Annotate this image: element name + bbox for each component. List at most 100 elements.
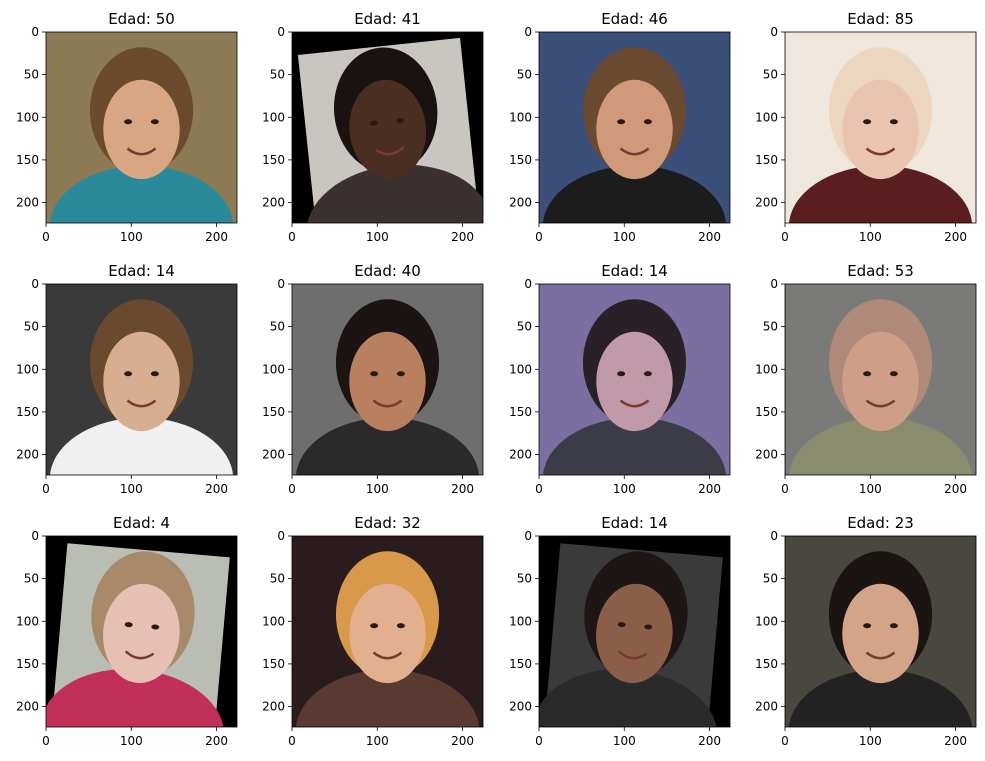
mouth — [619, 147, 650, 156]
x-tick-label: 100 — [120, 734, 143, 748]
face-photo — [785, 32, 976, 223]
axes-frame — [538, 535, 731, 728]
y-tick-label: 150 — [262, 405, 285, 419]
x-tick-label: 100 — [366, 482, 389, 496]
x-tick-label: 200 — [451, 482, 474, 496]
y-tick-label: 200 — [262, 448, 285, 462]
subplot-title: Edad: 41 — [354, 10, 421, 28]
right-eye — [151, 624, 160, 630]
subplot-6: Edad: 40 0 100 200 0 50 100 150 200 — [262, 262, 484, 496]
face — [349, 79, 427, 179]
shirt — [789, 165, 972, 223]
mouth — [865, 651, 896, 660]
y-tick-label: 0 — [770, 529, 778, 543]
left-eye — [617, 371, 626, 377]
photo-content — [539, 284, 730, 475]
face-photo — [539, 536, 730, 727]
photo-content — [46, 32, 237, 223]
shirt — [543, 165, 726, 223]
y-tick-label: 0 — [770, 25, 778, 39]
mouth — [124, 650, 155, 660]
face-photo — [292, 32, 483, 223]
y-tick-label: 200 — [509, 196, 532, 210]
face — [349, 583, 426, 684]
shirt — [50, 165, 233, 223]
face — [103, 583, 180, 683]
left-eye — [124, 119, 133, 125]
face — [103, 331, 180, 432]
photo-content — [292, 284, 483, 475]
subplot-title: Edad: 23 — [847, 514, 914, 532]
mouth — [617, 650, 648, 660]
y-tick-label: 50 — [763, 68, 778, 82]
x-tick-label: 0 — [781, 230, 789, 244]
x-tick-label: 200 — [451, 734, 474, 748]
axes-frame — [291, 31, 484, 224]
shirt — [789, 417, 972, 475]
subplot-10: Edad: 32 0 100 200 0 50 100 150 200 — [262, 514, 484, 748]
subplot-title: Edad: 32 — [354, 514, 421, 532]
subplot-7: Edad: 14 0 100 200 0 50 100 150 200 — [509, 262, 731, 496]
mouth — [865, 147, 896, 156]
right-eye — [150, 371, 159, 377]
subplot-11: Edad: 14 0 100 200 0 50 100 150 200 — [509, 514, 731, 748]
y-tick-label: 200 — [755, 700, 778, 714]
x-tick-label: 0 — [42, 734, 50, 748]
y-tick-label: 50 — [763, 572, 778, 586]
y-tick-label: 50 — [24, 572, 39, 586]
y-tick-label: 0 — [524, 277, 532, 291]
subplot-title: Edad: 4 — [113, 514, 170, 532]
y-tick-label: 200 — [16, 448, 39, 462]
x-tick-label: 0 — [288, 482, 296, 496]
y-tick-label: 150 — [509, 657, 532, 671]
face — [842, 331, 919, 432]
face-photo — [785, 284, 976, 475]
face-photo — [46, 284, 237, 475]
y-tick-label: 150 — [755, 153, 778, 167]
y-tick-label: 50 — [270, 68, 285, 82]
y-tick-label: 0 — [770, 277, 778, 291]
axes-frame — [291, 535, 484, 728]
face-photo — [46, 536, 237, 727]
y-tick-label: 150 — [16, 657, 39, 671]
x-tick-label: 200 — [205, 230, 228, 244]
right-eye — [643, 371, 652, 377]
x-tick-label: 200 — [944, 734, 967, 748]
axes-frame — [784, 283, 977, 476]
y-tick-label: 200 — [262, 700, 285, 714]
right-eye — [889, 371, 898, 377]
subplot-9: Edad: 4 0 100 200 0 50 100 150 200 — [16, 514, 238, 748]
x-tick-label: 0 — [781, 734, 789, 748]
photo-content — [539, 543, 723, 727]
x-tick-label: 0 — [288, 734, 296, 748]
y-tick-label: 0 — [277, 277, 285, 291]
y-tick-label: 100 — [16, 110, 39, 124]
axes-frame — [538, 31, 731, 224]
photo-content — [539, 32, 730, 223]
mouth — [372, 651, 403, 660]
shirt — [306, 164, 483, 223]
y-tick-label: 50 — [517, 68, 532, 82]
face — [349, 331, 426, 432]
left-eye — [863, 119, 872, 125]
y-tick-label: 0 — [31, 277, 39, 291]
x-tick-label: 0 — [288, 230, 296, 244]
shirt — [296, 417, 479, 475]
y-tick-label: 100 — [509, 362, 532, 376]
x-tick-label: 0 — [42, 230, 50, 244]
face-photo — [539, 284, 730, 475]
subplot-4: Edad: 85 0 100 200 0 50 100 150 200 — [755, 10, 977, 244]
subplot-title: Edad: 14 — [108, 262, 175, 280]
y-tick-label: 50 — [517, 320, 532, 334]
shirt — [50, 417, 233, 475]
y-tick-label: 200 — [755, 448, 778, 462]
right-eye — [396, 623, 405, 629]
x-tick-label: 0 — [535, 230, 543, 244]
left-eye — [124, 371, 133, 377]
x-tick-label: 200 — [205, 734, 228, 748]
y-tick-label: 0 — [277, 529, 285, 543]
y-tick-label: 200 — [755, 196, 778, 210]
mouth — [126, 147, 157, 156]
y-tick-label: 150 — [16, 153, 39, 167]
y-tick-label: 50 — [517, 572, 532, 586]
